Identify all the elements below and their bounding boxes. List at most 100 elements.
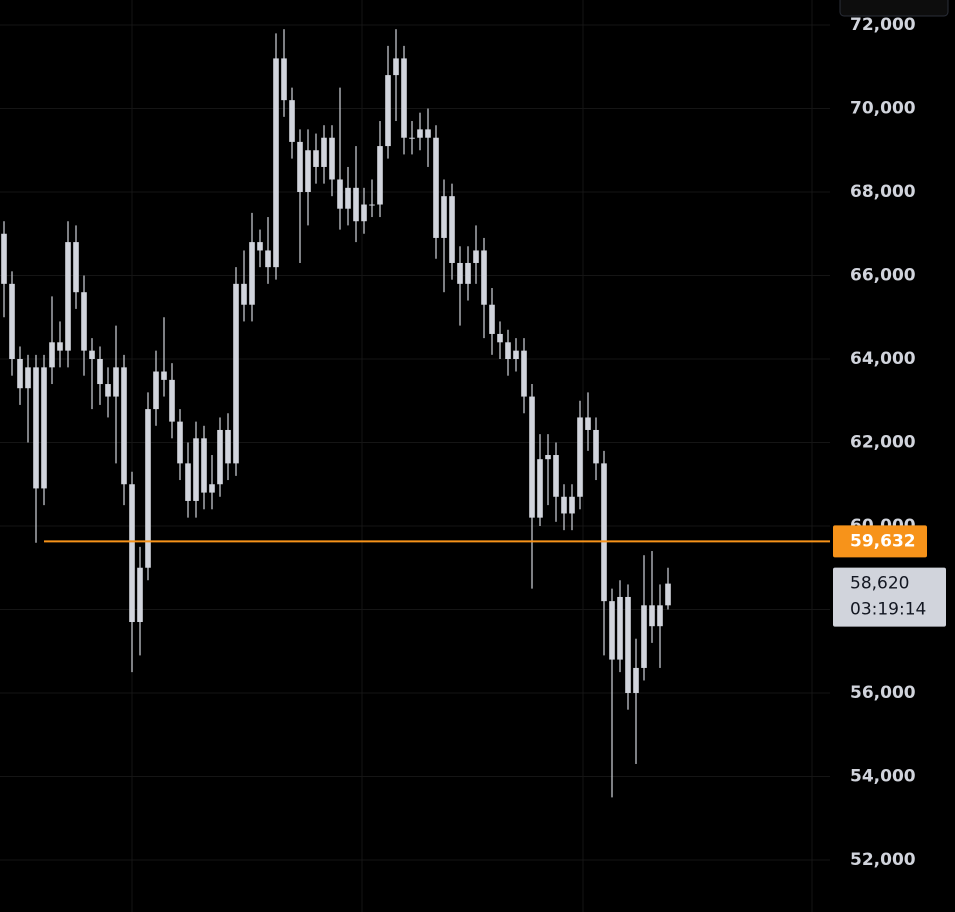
y-tick-label: 64,000 — [850, 349, 916, 369]
candle-body — [289, 100, 295, 142]
candle-body — [441, 196, 447, 238]
candle-body — [585, 417, 591, 430]
candle-body — [361, 204, 367, 222]
candle-body — [249, 242, 255, 305]
y-tick-label: 56,000 — [850, 683, 916, 703]
candle-body — [529, 396, 535, 518]
candle-body — [545, 455, 551, 460]
candle-body — [633, 667, 639, 693]
candle-body — [9, 283, 15, 359]
candle-body — [305, 150, 311, 193]
candle-body — [353, 187, 359, 222]
candle-body — [41, 367, 47, 489]
candle-body — [425, 129, 431, 138]
candle-body — [433, 137, 439, 238]
candle-body — [193, 438, 199, 501]
candle-body — [409, 137, 415, 139]
candle-body — [601, 463, 607, 602]
price-tag — [833, 525, 927, 558]
candle-body — [297, 141, 303, 193]
candle-body — [33, 367, 39, 489]
candle-body — [481, 250, 487, 305]
candle-body — [641, 605, 647, 668]
candle-body — [649, 605, 655, 627]
y-tick-label: 68,000 — [850, 182, 916, 202]
candle-body — [281, 58, 287, 101]
candle-body — [377, 146, 383, 205]
last-price-box — [833, 567, 946, 627]
candle-body — [457, 262, 463, 284]
candle-body — [17, 358, 23, 389]
y-tick-label: 62,000 — [850, 432, 916, 452]
toolbar-button[interactable] — [839, 0, 949, 17]
candle-body — [121, 367, 127, 485]
candle-body — [337, 179, 343, 209]
candle-body — [169, 379, 175, 422]
candle-body — [185, 463, 191, 501]
candle-body — [465, 262, 471, 284]
candle-body — [345, 187, 351, 209]
candle-body — [137, 567, 143, 623]
candle-body — [449, 196, 455, 263]
candle-body — [97, 358, 103, 385]
candle-body — [257, 242, 263, 251]
candle-body — [145, 409, 151, 568]
candle-body — [473, 250, 479, 263]
candle-body — [65, 242, 71, 351]
candle-body — [393, 58, 399, 76]
candle-body — [521, 350, 527, 397]
candle-body — [57, 342, 63, 351]
candle-body — [489, 304, 495, 334]
candle-body — [265, 250, 271, 268]
candle-body — [553, 455, 559, 497]
candle-body — [537, 459, 543, 518]
candle-body — [273, 58, 279, 268]
candle-body — [505, 342, 511, 359]
last-price-label: 58,620 — [850, 574, 909, 594]
candle-body — [233, 283, 239, 464]
countdown-label: 03:19:14 — [850, 600, 926, 620]
candle-body — [513, 350, 519, 359]
candle-body — [385, 75, 391, 147]
candle-body — [417, 129, 423, 138]
candle-body — [369, 204, 375, 206]
y-tick-label: 52,000 — [850, 850, 916, 870]
y-tick-label: 70,000 — [850, 99, 916, 119]
candle-body — [569, 496, 575, 514]
candle-body — [201, 438, 207, 493]
candle-body — [577, 417, 583, 497]
price-tag-label: 59,632 — [850, 531, 916, 551]
candle-body — [81, 292, 87, 351]
candle-body — [129, 484, 135, 623]
candle-body — [561, 496, 567, 514]
candle-body — [321, 137, 327, 167]
candle-body — [153, 371, 159, 410]
candle-body — [225, 429, 231, 464]
candle-body — [665, 583, 671, 606]
candle-body — [241, 283, 247, 305]
candle-body — [209, 484, 215, 493]
y-tick-label: 54,000 — [850, 766, 916, 786]
candle-body — [177, 421, 183, 464]
candle-body — [625, 596, 631, 693]
candle-body — [1, 233, 7, 284]
candle-body — [401, 58, 407, 138]
y-tick-label: 66,000 — [850, 265, 916, 285]
candle-body — [25, 367, 31, 389]
candle-body — [617, 596, 623, 660]
candle-body — [593, 429, 599, 464]
candle-body — [497, 333, 503, 343]
candle-body — [657, 605, 663, 627]
candle-body — [113, 367, 119, 397]
candle-body — [73, 242, 79, 293]
candle-body — [49, 342, 55, 368]
candle-body — [161, 371, 167, 380]
candle-body — [105, 384, 111, 397]
candle-body — [609, 601, 615, 660]
candle-body — [329, 137, 335, 180]
candle-body — [313, 150, 319, 167]
candle-body — [89, 350, 95, 359]
y-tick-label: 72,000 — [850, 15, 916, 35]
